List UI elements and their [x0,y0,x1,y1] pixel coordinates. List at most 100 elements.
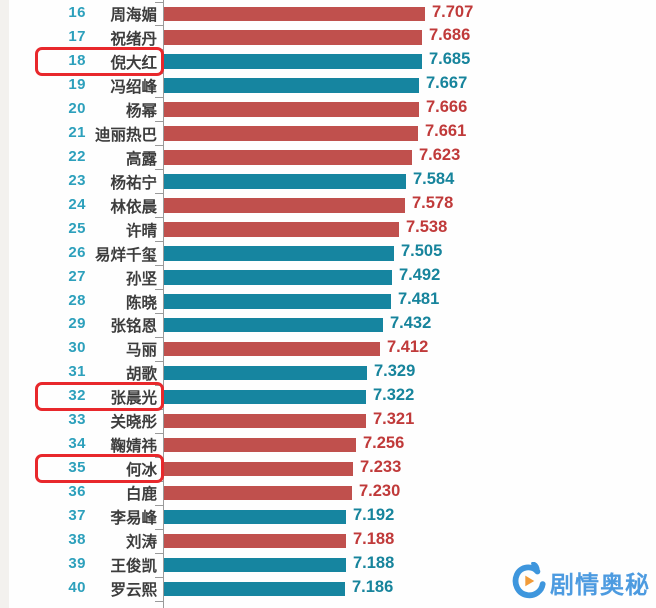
score-bar [164,126,418,141]
actor-name: 何冰 [125,462,157,480]
axis-tick [155,576,163,578]
rank-label: 35 [68,459,86,477]
axis-tick [155,552,163,554]
actor-name: 张铭恩 [110,318,157,336]
actor-name: 王俊凯 [110,558,157,576]
chart-row: 21 迪丽热巴 7.661 [0,122,656,146]
rank-label: 24 [68,195,86,213]
chart-row: 39 王俊凯 7.188 [0,553,656,577]
rank-label: 27 [68,267,86,285]
score-value: 7.707 [432,2,474,21]
score-value: 7.322 [373,385,415,404]
score-bar [164,222,399,237]
score-bar [164,6,425,21]
actor-name: 鞠婧祎 [110,438,157,456]
actor-name: 倪大红 [110,54,157,72]
axis-tick [155,528,163,530]
rank-label: 39 [68,555,86,573]
actor-name: 高露 [125,150,157,168]
score-value: 7.685 [429,50,471,69]
score-value: 7.578 [412,194,454,213]
actor-name: 张晨光 [110,390,157,408]
actor-name: 祝绪丹 [110,30,157,48]
axis-tick [155,1,163,3]
actor-name: 杨幂 [125,102,157,120]
score-value: 7.667 [426,74,468,93]
axis-tick [155,312,163,314]
rank-label: 17 [68,27,86,45]
actor-name: 林依晨 [110,198,157,216]
chart-row: 27 孙坚 7.492 [0,266,656,290]
actor-name: 李易峰 [110,510,157,528]
actor-name: 冯绍峰 [110,78,157,96]
score-value: 7.661 [425,122,467,141]
drama-secrets-logo-icon [512,562,546,599]
actor-name: 陈晓 [125,294,157,312]
score-bar [164,509,346,525]
actor-name: 易烊千玺 [94,246,157,264]
rank-label: 33 [68,411,86,429]
rank-label: 23 [68,171,86,189]
score-bar [164,246,394,261]
score-bar [164,557,346,573]
score-value: 7.584 [413,170,455,189]
rank-label: 22 [68,147,86,165]
highlight-box [35,46,164,76]
actor-name: 刘涛 [125,534,157,552]
axis-tick [155,97,163,99]
chart-row: 32 张晨光 7.322 [0,385,656,409]
rank-label: 34 [68,435,86,453]
score-bar [164,437,356,453]
axis-tick [155,169,163,171]
score-bar [164,102,419,117]
rank-label: 20 [68,99,86,117]
chart-row: 37 李易峰 7.192 [0,505,656,529]
score-value: 7.186 [352,577,394,596]
actor-name: 许晴 [125,222,157,240]
score-value: 7.538 [406,218,448,237]
chart-row: 20 杨幂 7.666 [0,98,656,122]
actor-name: 迪丽热巴 [94,126,157,144]
score-bar [164,389,366,405]
rank-label: 37 [68,507,86,525]
axis-tick [155,336,163,338]
chart-row: 36 白鹿 7.230 [0,481,656,505]
score-bar [164,294,391,309]
score-value: 7.412 [387,337,429,356]
rank-label: 30 [68,339,86,357]
chart-row: 17 祝绪丹 7.686 [0,26,656,50]
axis-tick [155,25,163,27]
actor-name: 孙坚 [125,270,157,288]
rank-label: 36 [68,483,86,501]
score-value: 7.321 [373,409,415,428]
axis-tick [155,432,163,434]
score-bar [164,198,405,213]
axis-line [163,0,164,608]
score-bar [164,581,345,597]
axis-tick [155,145,163,147]
axis-tick [155,504,163,506]
score-bar [164,317,383,333]
actor-name: 胡歌 [125,366,157,384]
axis-tick [155,360,163,362]
actor-name: 周海媚 [110,7,157,24]
chart-row: 31 胡歌 7.329 [0,361,656,385]
score-value: 7.188 [353,553,395,572]
score-bar [164,270,392,285]
score-value: 7.666 [426,98,468,117]
actor-name: 马丽 [125,342,157,360]
actor-name: 杨祐宁 [110,174,157,192]
actor-name: 白鹿 [125,486,157,504]
score-value: 7.432 [390,313,432,332]
score-value: 7.256 [363,433,405,452]
score-bar [164,413,366,429]
chart-row: 25 许晴 7.538 [0,218,656,242]
score-value: 7.192 [353,505,395,524]
watermark: 剧情奥秘 [511,562,650,602]
chart-row: 38 刘涛 7.188 [0,529,656,553]
score-value: 7.492 [399,266,441,285]
rank-label: 19 [68,75,86,93]
watermark-text: 剧情奥秘 [550,571,650,599]
score-bar [164,461,353,477]
